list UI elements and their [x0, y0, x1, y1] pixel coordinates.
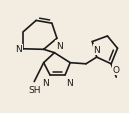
Text: N: N [93, 46, 100, 54]
Text: SH: SH [28, 85, 41, 94]
Text: N: N [56, 41, 62, 50]
Text: N: N [15, 45, 22, 54]
Text: O: O [113, 65, 120, 74]
Text: N: N [42, 78, 49, 87]
Text: N: N [66, 78, 73, 87]
